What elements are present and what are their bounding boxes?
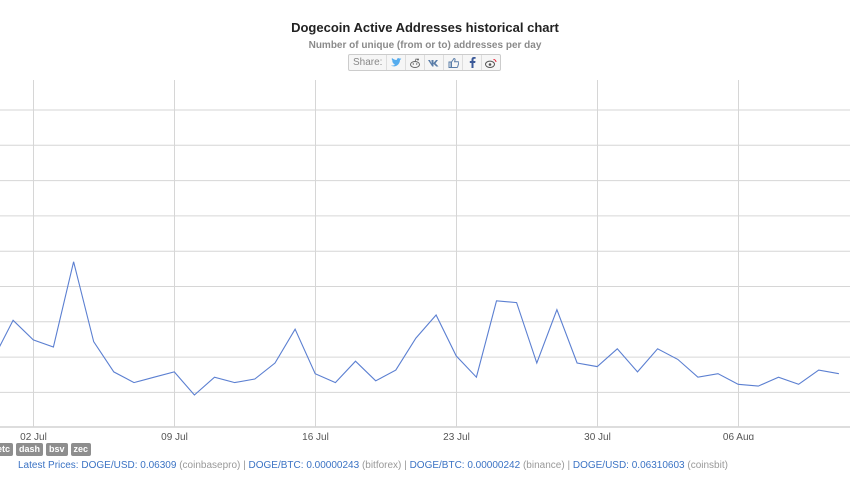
price-separator: |: [404, 460, 410, 471]
horizontal-gridlines: [0, 109, 850, 428]
x-axis-tick-labels: 02 Jul 09 Jul 16 Jul 23 Jul 30 Jul 06 Aug: [20, 432, 754, 440]
coin-tag-zec[interactable]: zec: [70, 443, 92, 456]
vertical-gridlines: [33, 80, 739, 427]
coin-tag-etc[interactable]: etc: [0, 443, 14, 456]
like-icon[interactable]: [444, 55, 464, 70]
latest-prices: Latest Prices: DOGE/USD: 0.06309 (coinba…: [18, 460, 728, 471]
twitter-icon[interactable]: [387, 55, 407, 70]
share-label: Share:: [349, 55, 388, 70]
price-exchange: (coinsbit): [687, 460, 728, 471]
share-bar: Share:: [348, 54, 502, 71]
active-addresses-line: [0, 261, 839, 396]
x-tick-label: 02 Jul: [20, 432, 47, 440]
chart-subtitle: Number of unique (from or to) addresses …: [308, 40, 542, 51]
x-tick-label: 16 Jul: [302, 432, 329, 440]
coin-tag-bsv[interactable]: bsv: [46, 443, 68, 456]
x-tick-label: 09 Jul: [161, 432, 188, 440]
price-exchange: (bitforex): [361, 460, 402, 471]
price-exchange: (coinbasepro): [179, 460, 241, 471]
price-separator: |: [243, 460, 249, 471]
line-chart: 02 Jul 09 Jul 16 Jul 23 Jul 30 Jul 06 Aug: [0, 80, 850, 440]
price-exchange: (binance): [522, 460, 565, 471]
price-link[interactable]: DOGE/USD: 0.06310603: [572, 460, 685, 471]
coin-tag-dash[interactable]: dash: [16, 443, 44, 456]
facebook-icon[interactable]: [463, 55, 483, 70]
coin-tags: etc dash bsv zec: [0, 443, 92, 456]
price-link[interactable]: DOGE/USD: 0.06309: [81, 460, 177, 471]
chart-title: Dogecoin Active Addresses historical cha…: [291, 20, 559, 35]
price-separator: |: [567, 460, 573, 471]
vk-icon[interactable]: [425, 55, 445, 70]
x-tick-label: 30 Jul: [584, 432, 611, 440]
price-link[interactable]: DOGE/BTC: 0.00000243: [248, 460, 360, 471]
reddit-icon[interactable]: [406, 55, 426, 70]
x-tick-label: 06 Aug: [723, 432, 754, 440]
latest-prices-label: Latest Prices:: [18, 460, 79, 471]
price-link[interactable]: DOGE/BTC: 0.00000242: [409, 460, 521, 471]
weibo-icon[interactable]: [482, 55, 500, 70]
x-tick-label: 23 Jul: [443, 432, 470, 440]
